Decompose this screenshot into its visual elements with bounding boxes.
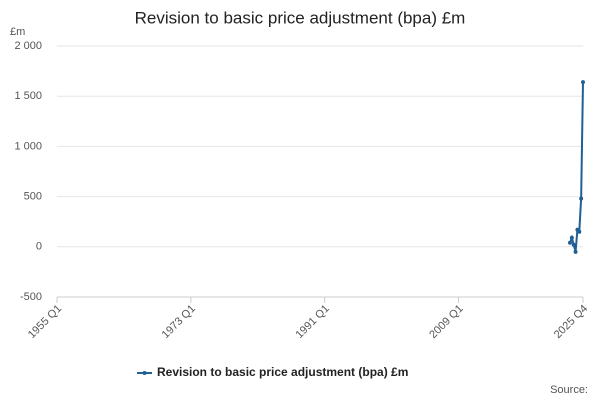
y-tick-label: 500 <box>24 191 42 203</box>
data-point <box>571 242 576 247</box>
y-axis-label: £m <box>10 26 25 38</box>
data-point <box>577 229 582 234</box>
x-tick-label: 2009 Q1 <box>427 303 465 341</box>
x-tick-label: 1973 Q1 <box>160 303 198 341</box>
x-tick-label: 1955 Q1 <box>26 303 64 341</box>
data-point <box>581 80 585 85</box>
y-tick-label: 2 000 <box>14 40 42 52</box>
legend-marker <box>142 371 147 375</box>
chart-title: Revision to basic price adjustment (bpa)… <box>135 8 466 27</box>
data-point <box>567 240 572 245</box>
y-tick-label: 1 500 <box>14 90 42 102</box>
x-tick-label: 1991 Q1 <box>293 303 331 341</box>
y-tick-label: 1 000 <box>14 140 42 152</box>
y-tick-label: -500 <box>20 291 42 303</box>
legend-label: Revision to basic price adjustment (bpa)… <box>157 365 408 379</box>
y-tick-label: 0 <box>36 241 42 253</box>
series-line <box>569 82 584 253</box>
data-point <box>579 196 584 201</box>
data-point <box>569 235 574 240</box>
data-point <box>573 249 578 254</box>
x-tick-label: 2025 Q4 <box>552 303 590 341</box>
source: Source: <box>550 384 588 396</box>
